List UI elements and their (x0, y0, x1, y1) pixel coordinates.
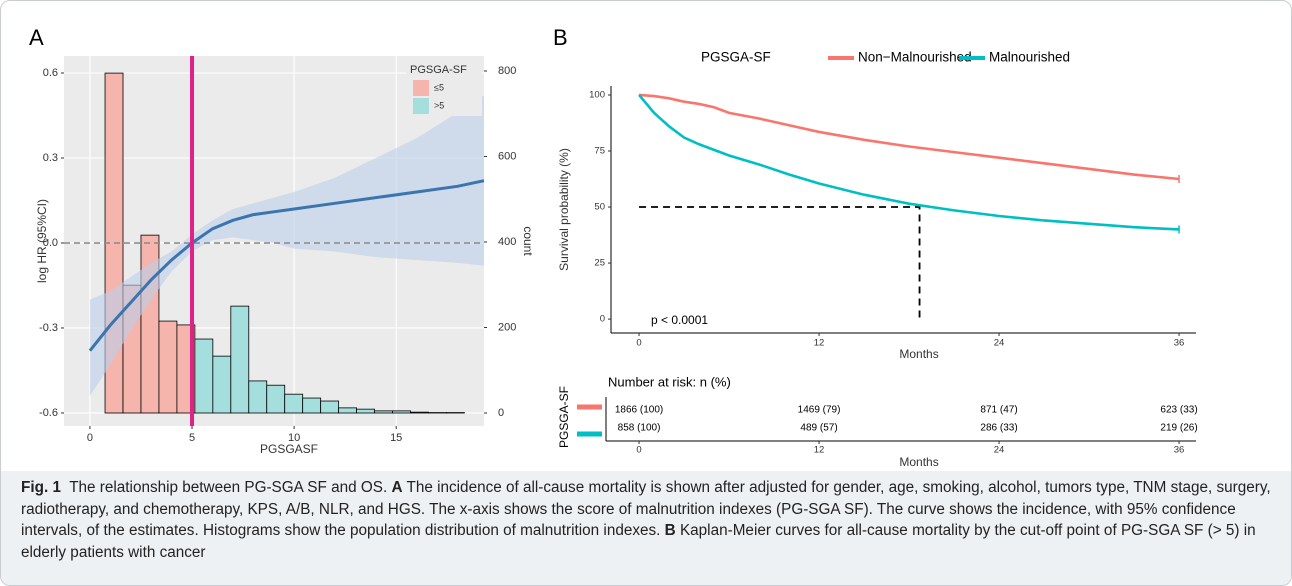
hr-curve (88, 179, 485, 352)
y2-tick-label: 800 (498, 65, 516, 77)
x-tick-label: 10 (288, 432, 300, 444)
y-tick-label: 0.0 (43, 237, 58, 249)
risk-table-cell: 858 (100) (618, 423, 661, 434)
x-tick-label: 0 (636, 338, 641, 349)
survival-curve (638, 94, 1180, 231)
histogram-bar (266, 384, 286, 414)
risk-table-cell: 871 (47) (980, 405, 1017, 416)
x-tick-label: 0 (87, 432, 93, 444)
y-tick-label: -0.3 (39, 322, 58, 334)
x-tick-label: 5 (189, 432, 195, 444)
x-tick-label: 36 (1174, 445, 1185, 456)
risk-table-title: Number at risk: n (%) (608, 374, 731, 389)
risk-table-cell: 286 (33) (980, 423, 1017, 434)
caption-part-label: B (664, 522, 676, 540)
x-tick-label: 15 (390, 432, 402, 444)
median-line (639, 206, 921, 320)
histogram-bar (338, 407, 357, 414)
y-tick-label: 0 (600, 314, 605, 325)
p-value: p < 0.0001 (651, 313, 708, 327)
legend-title: PGSGA-SF (701, 50, 771, 65)
risk-table-cell: 1469 (79) (798, 405, 841, 416)
x-tick-label: 24 (994, 445, 1005, 456)
caption-text: The incidence of all-cause mortality is … (21, 479, 1271, 540)
y2-tick-label: 200 (498, 321, 516, 333)
histogram-bar (248, 380, 268, 414)
legend-title: PGSGA-SF (410, 64, 467, 76)
histogram-bar (320, 400, 340, 414)
risk-table-y-title: PGSGA-SF (557, 386, 571, 448)
caption-label: Fig. 1 (21, 479, 61, 496)
caption-part-label: A (391, 479, 403, 496)
x-tick-label: 12 (814, 445, 825, 456)
caption-text: Kaplan-Meier curves for all-cause mortal… (21, 522, 1256, 561)
y-tick-label: 0.6 (43, 67, 58, 79)
x-tick-label: 0 (636, 445, 641, 456)
risk-table-cell: 219 (26) (1160, 423, 1197, 434)
histogram-bar (356, 408, 375, 414)
histogram-bar (392, 410, 411, 414)
y-axis-title: log HR (95%CI) (35, 199, 49, 283)
confidence-band (89, 95, 484, 396)
x-tick-label: 24 (994, 338, 1005, 349)
histogram-bar (158, 320, 178, 414)
risk-table-cell: 489 (57) (800, 423, 837, 434)
survival-curve (638, 93, 1180, 181)
histogram-bar (212, 355, 232, 414)
y-tick-label: 50 (594, 202, 605, 213)
y-tick-label: 100 (589, 89, 605, 100)
legend-label: >5 (434, 100, 444, 110)
charts: A 0 5 10 15 -0.6 -0.3 0.0 0.3 0.6 0 200 400 600 800 PGS… (29, 25, 1198, 469)
x-axis-title: PGSGASF (260, 442, 318, 456)
caption-title: The relationship between PG-SGA SF and O… (69, 479, 388, 496)
histogram-bar (284, 393, 304, 414)
panel-label: B (553, 25, 568, 50)
legend-swatch (413, 98, 429, 114)
legend-swatch (413, 80, 429, 96)
legend-label: Malnourished (989, 50, 1070, 65)
x-tick-label: 36 (1174, 338, 1185, 349)
legend-label: ≤5 (434, 82, 444, 92)
y-tick-label: 25 (594, 258, 605, 269)
histogram-bar (302, 397, 322, 414)
risk-table-cell: 1866 (100) (615, 405, 663, 416)
histogram-bar (410, 411, 429, 414)
histogram-bar (374, 410, 393, 414)
histogram-bar (230, 305, 250, 414)
y2-tick-label: 600 (498, 150, 516, 162)
risk-table-cell: 623 (33) (1160, 405, 1197, 416)
y-tick-label: -0.6 (39, 407, 58, 419)
legend-label: Non−Malnourished (858, 50, 972, 65)
y2-tick-label: 0 (498, 407, 504, 419)
x-tick-label: 12 (814, 338, 825, 349)
y-axis-title: Survival probability (%) (557, 148, 571, 271)
caption: Fig. 1 The relationship between PG-SGA S… (1, 471, 1291, 585)
histogram-bar (194, 338, 214, 414)
y2-tick-label: 400 (498, 236, 516, 248)
y-tick-label: 0.3 (43, 152, 58, 164)
panel-label: A (29, 25, 44, 50)
y-tick-label: 75 (594, 146, 605, 157)
y2-axis-title: count (521, 226, 535, 256)
x-axis-title: Months (899, 347, 938, 361)
risk-table-x-title: Months (899, 455, 938, 469)
